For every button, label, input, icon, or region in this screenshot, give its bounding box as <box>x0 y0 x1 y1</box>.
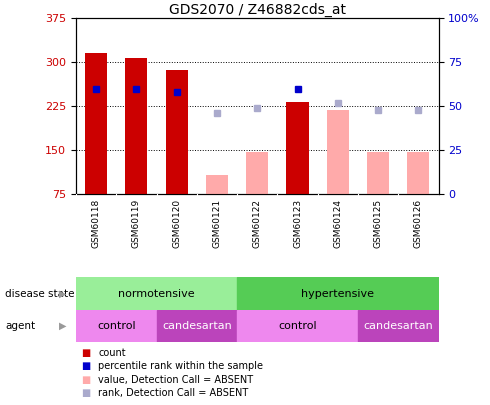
Text: value, Detection Call = ABSENT: value, Detection Call = ABSENT <box>98 375 253 385</box>
Text: hypertensive: hypertensive <box>301 289 374 298</box>
Text: count: count <box>98 348 125 358</box>
Text: GSM60120: GSM60120 <box>172 198 181 248</box>
Bar <box>246 151 269 194</box>
Text: ■: ■ <box>81 388 90 398</box>
Text: control: control <box>278 321 317 331</box>
Text: candesartan: candesartan <box>364 321 433 331</box>
Text: disease state: disease state <box>5 289 74 298</box>
Text: ▶: ▶ <box>59 321 66 331</box>
Bar <box>166 70 188 194</box>
Text: GSM60122: GSM60122 <box>253 198 262 247</box>
Bar <box>76 310 156 342</box>
Text: ■: ■ <box>81 375 90 385</box>
Bar <box>76 277 237 310</box>
Text: GSM60118: GSM60118 <box>92 198 100 248</box>
Bar <box>367 151 389 194</box>
Bar <box>125 58 147 194</box>
Bar <box>237 277 439 310</box>
Text: control: control <box>97 321 136 331</box>
Text: ■: ■ <box>81 348 90 358</box>
Text: candesartan: candesartan <box>162 321 232 331</box>
Text: GSM60119: GSM60119 <box>132 198 141 248</box>
Text: rank, Detection Call = ABSENT: rank, Detection Call = ABSENT <box>98 388 248 398</box>
Bar <box>237 310 358 342</box>
Bar <box>407 151 430 194</box>
Text: ■: ■ <box>81 361 90 371</box>
Text: percentile rank within the sample: percentile rank within the sample <box>98 361 263 371</box>
Text: GSM60126: GSM60126 <box>414 198 423 248</box>
Title: GDS2070 / Z46882cds_at: GDS2070 / Z46882cds_at <box>169 3 346 17</box>
Text: normotensive: normotensive <box>118 289 195 298</box>
Text: GSM60123: GSM60123 <box>293 198 302 248</box>
Text: GSM60125: GSM60125 <box>373 198 383 248</box>
Text: ▶: ▶ <box>59 289 66 298</box>
Text: agent: agent <box>5 321 35 331</box>
Bar <box>327 111 349 194</box>
Text: GSM60124: GSM60124 <box>333 198 343 247</box>
Bar <box>156 310 237 342</box>
Bar <box>287 102 309 194</box>
Bar <box>85 53 107 194</box>
Bar <box>358 310 439 342</box>
Text: GSM60121: GSM60121 <box>213 198 221 248</box>
Bar <box>206 175 228 194</box>
